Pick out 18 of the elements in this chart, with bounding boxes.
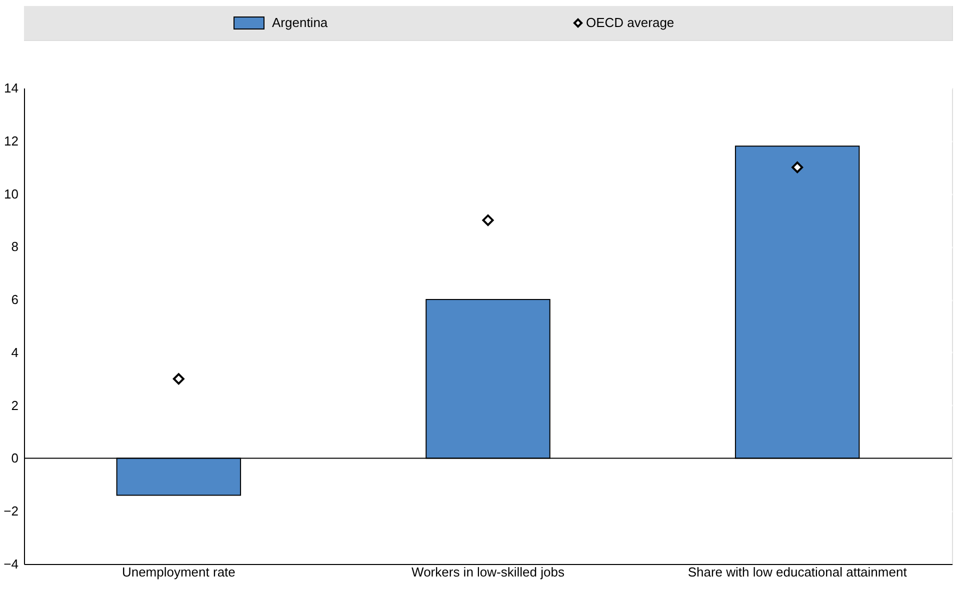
x-tick-label: Workers in low-skilled jobs (412, 564, 565, 580)
y-tick-label: 6 (11, 292, 18, 308)
y-tick-label: 10 (4, 186, 18, 202)
y-tick-label: 2 (11, 398, 18, 413)
y-tick-label: 8 (11, 239, 18, 254)
legend-label: OECD average (586, 15, 674, 30)
y-tick-label: 12 (4, 133, 18, 148)
y-tick-label: 14 (4, 80, 18, 96)
x-tick-label: Share with low educational attainment (688, 564, 908, 580)
point (792, 162, 804, 174)
y-tick-label: 4 (11, 344, 18, 360)
legend-label: Argentina (272, 15, 328, 30)
y-tick-label: −4 (4, 556, 18, 572)
x-tick-label: Unemployment rate (122, 564, 236, 580)
point (172, 373, 184, 385)
y-tick-label: 0 (11, 450, 18, 466)
point (482, 214, 494, 226)
y-tick-label: −2 (4, 504, 18, 519)
